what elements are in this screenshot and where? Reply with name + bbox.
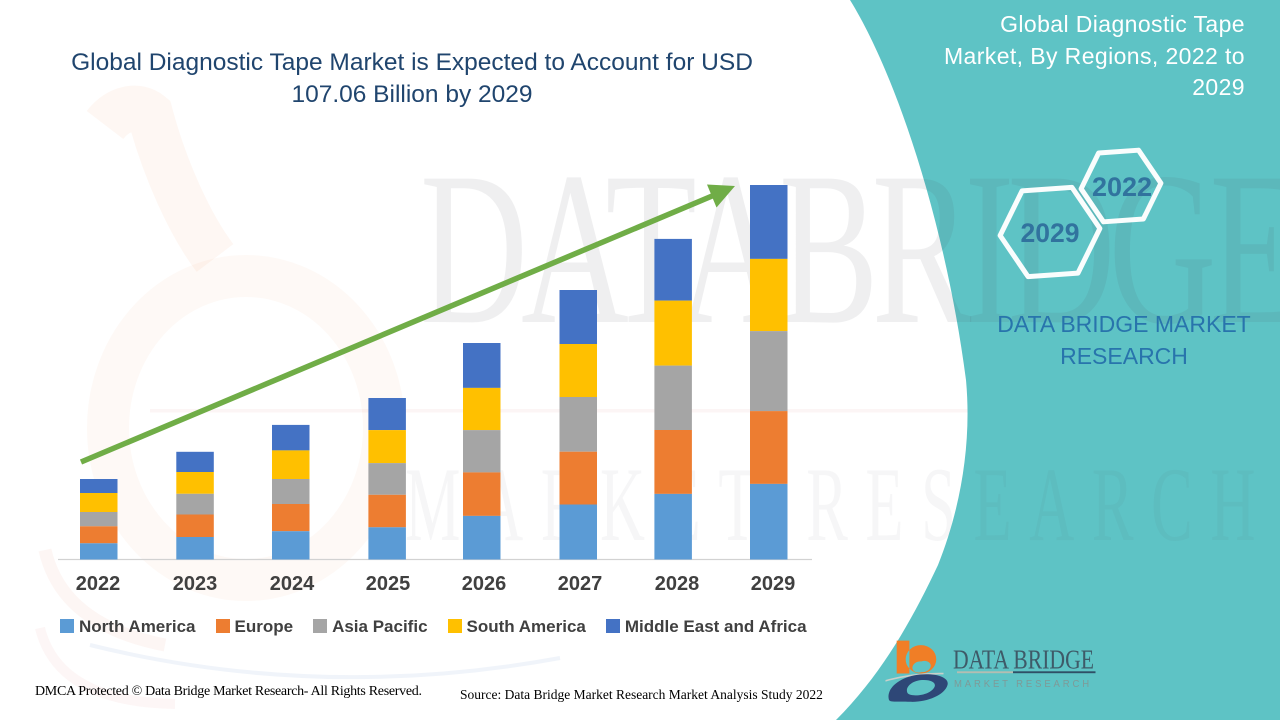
svg-text:MARKET RESEARCH: MARKET RESEARCH [954,679,1092,690]
svg-text:2029: 2029 [1021,218,1080,248]
svg-text:2022: 2022 [1092,172,1152,202]
svg-text:DATA BRIDGE: DATA BRIDGE [953,644,1094,675]
svg-text:MARKET RESEARCH: MARKET RESEARCH [405,446,1273,563]
